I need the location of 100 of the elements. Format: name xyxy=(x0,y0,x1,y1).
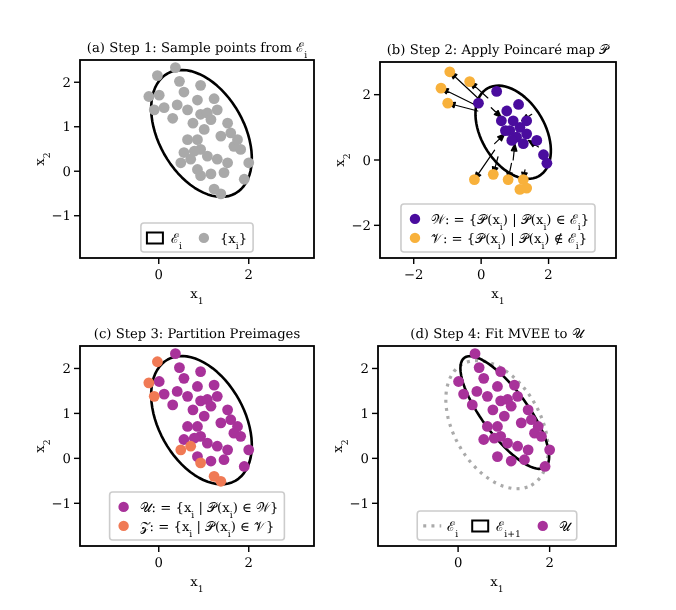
point xyxy=(175,157,187,169)
point xyxy=(167,399,179,411)
point xyxy=(143,377,155,389)
point xyxy=(453,376,464,387)
point xyxy=(211,440,223,452)
point xyxy=(211,390,223,402)
point xyxy=(512,440,523,452)
point xyxy=(506,135,518,146)
point xyxy=(178,86,190,98)
point xyxy=(471,385,483,397)
point xyxy=(187,404,199,416)
point xyxy=(505,455,517,467)
point xyxy=(481,421,493,432)
point xyxy=(487,404,499,416)
point xyxy=(435,82,447,94)
point xyxy=(442,97,454,109)
point xyxy=(478,434,490,445)
point xyxy=(192,381,203,392)
point xyxy=(182,104,193,116)
point xyxy=(481,390,493,402)
point xyxy=(469,174,480,185)
point xyxy=(215,475,227,487)
point xyxy=(218,167,230,178)
point xyxy=(519,454,530,466)
point xyxy=(215,130,227,142)
point xyxy=(171,385,183,397)
point xyxy=(143,91,155,102)
point xyxy=(195,366,206,378)
point xyxy=(148,104,160,116)
point xyxy=(208,379,220,391)
point xyxy=(222,444,233,456)
point xyxy=(498,410,510,422)
point xyxy=(492,451,503,462)
point xyxy=(201,150,213,162)
point xyxy=(243,444,255,456)
point xyxy=(444,66,456,78)
point xyxy=(205,455,217,467)
point xyxy=(501,105,513,117)
point xyxy=(215,417,227,429)
point xyxy=(522,444,534,456)
point xyxy=(502,437,513,449)
point xyxy=(175,444,187,456)
point xyxy=(167,112,179,124)
point xyxy=(513,99,524,110)
point xyxy=(208,93,220,105)
point xyxy=(222,157,233,169)
point xyxy=(502,174,514,185)
point xyxy=(507,115,519,127)
point xyxy=(215,188,227,200)
point xyxy=(544,444,556,456)
point xyxy=(205,168,217,180)
point xyxy=(243,157,255,169)
point xyxy=(473,97,484,109)
point xyxy=(158,102,170,114)
point xyxy=(192,421,203,432)
point xyxy=(182,134,193,146)
point xyxy=(232,421,243,432)
point xyxy=(152,356,163,368)
point xyxy=(170,348,181,360)
point xyxy=(218,454,230,466)
point xyxy=(466,399,478,411)
point xyxy=(198,410,210,422)
point xyxy=(505,400,517,412)
point xyxy=(522,404,534,416)
point xyxy=(232,134,243,146)
point xyxy=(495,115,507,127)
point xyxy=(185,440,197,452)
point xyxy=(174,362,185,373)
point xyxy=(205,400,217,412)
point xyxy=(508,379,520,391)
point xyxy=(192,94,203,106)
point xyxy=(192,134,203,146)
point xyxy=(525,414,537,426)
point xyxy=(515,417,527,429)
point xyxy=(517,138,529,150)
point xyxy=(538,149,549,161)
point xyxy=(195,457,206,469)
point xyxy=(153,376,165,387)
point xyxy=(491,86,503,97)
point xyxy=(532,421,544,432)
point xyxy=(521,128,533,140)
point xyxy=(225,414,237,426)
point xyxy=(488,432,500,444)
point xyxy=(201,437,213,449)
point xyxy=(536,430,547,442)
point xyxy=(205,114,217,126)
point xyxy=(158,388,170,400)
point xyxy=(492,421,503,432)
point xyxy=(187,117,199,129)
point xyxy=(211,153,223,165)
point xyxy=(178,147,190,158)
point xyxy=(171,99,183,111)
point xyxy=(152,70,163,81)
point xyxy=(153,89,165,101)
point xyxy=(458,388,469,400)
point xyxy=(235,430,247,442)
point xyxy=(235,144,247,155)
point xyxy=(517,174,529,185)
point xyxy=(211,104,223,116)
point xyxy=(192,164,203,175)
